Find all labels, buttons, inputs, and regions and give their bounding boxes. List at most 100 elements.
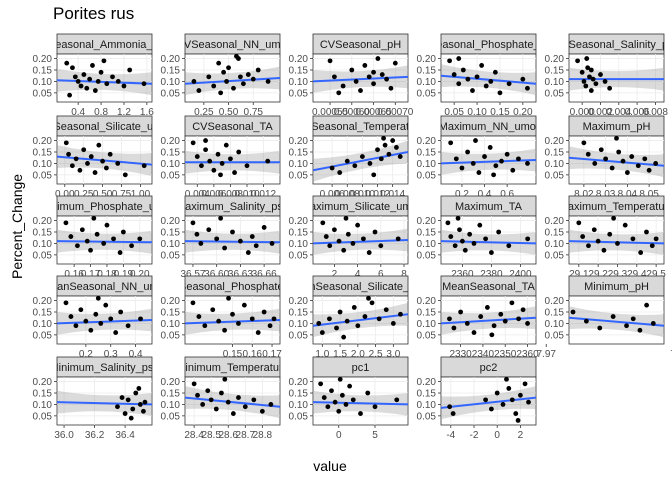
y-tick-label: 0.20 — [161, 136, 181, 147]
fit-line — [441, 74, 536, 85]
y-tick-label: 0.05 — [33, 88, 53, 99]
data-point — [190, 140, 196, 146]
data-point — [397, 154, 403, 159]
x-tick-label: 36.57 — [180, 269, 205, 280]
y-tick-label: 0.05 — [289, 330, 309, 341]
x-tick-label: 0.25 — [194, 107, 214, 118]
data-point — [107, 151, 113, 157]
x-tick-label: 0.3 — [104, 349, 118, 360]
data-point — [598, 147, 604, 153]
data-point — [607, 85, 613, 91]
data-point — [190, 220, 196, 226]
data-point — [516, 156, 521, 162]
data-point — [130, 406, 136, 412]
facet-label: Maximum_NN_umol — [439, 121, 539, 133]
x-tick-label: 0.004 — [185, 189, 210, 200]
data-point — [68, 314, 74, 319]
data-point — [142, 399, 148, 405]
y-tick-label: 0.15 — [289, 148, 309, 159]
y-tick-label: 0.15 — [33, 148, 53, 159]
y-tick-label: 0.10 — [417, 77, 437, 88]
data-point — [384, 76, 389, 82]
data-point — [255, 330, 261, 335]
data-point — [321, 395, 327, 400]
x-tick-label: 0.75 — [244, 107, 264, 118]
data-point — [88, 154, 94, 159]
data-point — [516, 316, 522, 322]
data-point — [358, 88, 363, 93]
x-tick-label: 0.05 — [444, 107, 464, 118]
x-tick-label: 0 — [494, 430, 500, 441]
data-point — [77, 167, 83, 173]
y-tick-label: 0.20 — [289, 136, 309, 147]
data-point — [506, 81, 512, 87]
x-tick-label: 0 — [336, 430, 342, 441]
fit-line — [57, 319, 152, 325]
data-point — [570, 309, 576, 315]
data-point — [225, 399, 231, 405]
data-point — [81, 147, 87, 153]
x-tick-label: 0.50 — [93, 189, 113, 200]
data-point — [355, 323, 361, 329]
facet-panel: Maximum_Phosphate_umol0.050.100.150.200.… — [33, 195, 172, 280]
data-point — [91, 216, 97, 221]
data-point — [388, 85, 394, 91]
y-tick-label: 0.15 — [33, 66, 53, 77]
fit-line — [185, 396, 280, 408]
data-point — [593, 81, 599, 87]
y-tick-label: 0.20 — [33, 296, 53, 307]
data-point — [129, 243, 134, 249]
data-point — [629, 154, 635, 159]
data-point — [73, 323, 79, 329]
y-tick-label: 0.10 — [161, 77, 181, 88]
x-tick-label: 0.2 — [79, 349, 93, 360]
data-point — [253, 243, 259, 249]
facet-panel: Maximum_Silicate_umol 0.050.100.150.20 2 4 6… — [289, 195, 420, 280]
data-point — [95, 79, 101, 84]
data-point — [456, 81, 462, 87]
data-point — [195, 392, 200, 398]
data-point — [526, 399, 531, 405]
data-point — [113, 330, 119, 335]
data-point — [63, 140, 69, 146]
y-tick-label: 0.10 — [545, 319, 565, 330]
y-tick-label: 0.15 — [545, 308, 565, 319]
panel-background — [568, 215, 665, 265]
data-point — [271, 316, 277, 322]
data-point — [345, 231, 351, 237]
data-point — [84, 85, 90, 91]
chart-title: Porites rus — [53, 4, 135, 23]
data-point — [611, 216, 616, 221]
data-point — [610, 314, 616, 319]
data-point — [624, 323, 629, 329]
data-point — [222, 377, 228, 382]
data-point — [493, 163, 499, 169]
data-point — [236, 321, 241, 326]
y-tick-label: 0.20 — [33, 54, 53, 65]
data-point — [200, 402, 206, 407]
data-point — [329, 388, 334, 394]
data-point — [448, 234, 454, 239]
data-point — [236, 395, 241, 400]
data-point — [525, 161, 530, 166]
data-point — [120, 229, 126, 235]
data-point — [93, 311, 99, 317]
fit-line — [569, 156, 664, 167]
data-point — [630, 316, 636, 322]
data-point — [447, 404, 453, 410]
data-point — [451, 72, 457, 77]
facet-label: Maximum_Phosphate_umol — [36, 201, 172, 213]
facet-label: Maximum_Silicate_umol — [301, 201, 420, 213]
y-tick-label: 0.10 — [289, 77, 309, 88]
data-point — [624, 170, 630, 175]
data-point — [316, 321, 322, 326]
y-tick-label: 0.10 — [289, 400, 309, 411]
data-point — [336, 408, 342, 414]
data-point — [398, 311, 403, 317]
data-point — [104, 222, 110, 228]
data-point — [499, 158, 504, 164]
x-tick-label: 0.00070 — [377, 107, 414, 118]
data-point — [255, 67, 261, 73]
data-point — [366, 296, 371, 301]
y-tick-label: 0.05 — [417, 170, 437, 181]
